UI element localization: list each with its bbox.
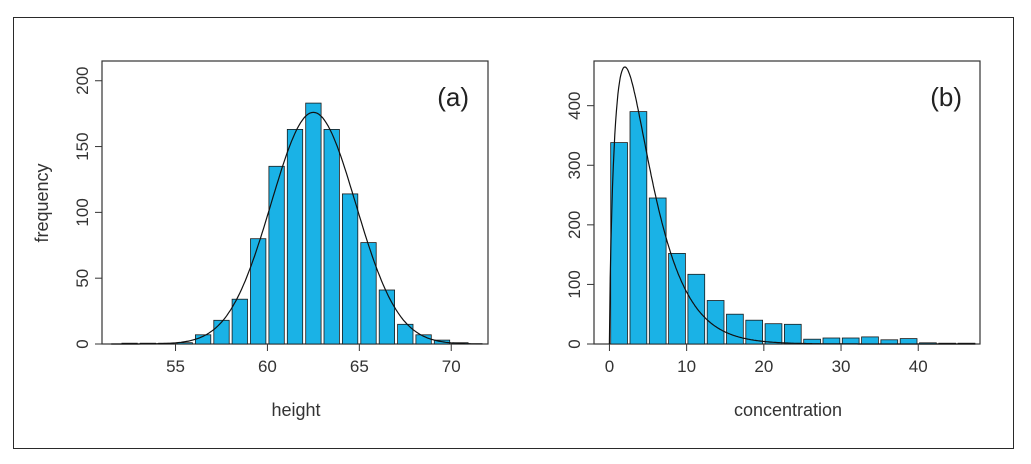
histogram-bar xyxy=(899,338,918,345)
histogram-bar xyxy=(360,242,377,345)
histogram-bar xyxy=(231,298,248,345)
histogram-bar xyxy=(213,319,230,345)
y-tick-label: 200 xyxy=(73,67,92,95)
histogram-bar xyxy=(305,102,322,345)
panel-a-bars xyxy=(121,102,469,345)
y-tick-label: 100 xyxy=(73,198,92,226)
histogram-bar xyxy=(250,238,267,345)
histogram-bar xyxy=(629,111,648,345)
histogram-bar xyxy=(286,128,304,345)
panel-a-y-axis: 0 50 100 150 200 xyxy=(73,67,102,349)
histogram-bar xyxy=(648,197,667,345)
figure-frame xyxy=(13,17,1014,449)
y-tick-label: 150 xyxy=(73,132,92,160)
x-tick-label: 65 xyxy=(350,357,369,376)
x-tick-label: 70 xyxy=(442,357,461,376)
x-tick-label: 10 xyxy=(677,357,696,376)
histogram-bar xyxy=(841,337,860,345)
panel-a-fit-curve xyxy=(111,111,483,345)
histogram-bar xyxy=(880,339,899,345)
x-tick-label: 55 xyxy=(166,357,185,376)
histogram-bar xyxy=(268,165,285,345)
histogram-bar xyxy=(745,319,763,345)
x-tick-label: 60 xyxy=(258,357,277,376)
x-tick-label: 30 xyxy=(832,357,851,376)
y-tick-label: 400 xyxy=(565,92,584,120)
panel-a-y-label: frequency xyxy=(32,163,52,242)
histogram-bar xyxy=(726,313,744,345)
y-tick-label: 200 xyxy=(565,211,584,239)
histogram-bar xyxy=(397,323,414,345)
panel-b-y-axis: 0 100 200 300 400 xyxy=(565,92,594,349)
x-tick-label: 20 xyxy=(754,357,773,376)
panel-a-chart: 55 60 65 70 0 50 100 150 200 (a) height frequen… xyxy=(32,60,489,420)
histogram-bar xyxy=(764,323,783,345)
histogram-bar xyxy=(784,323,802,345)
y-tick-label: 0 xyxy=(565,339,584,348)
histogram-bar xyxy=(176,342,193,345)
panel-a-x-label: height xyxy=(271,400,320,420)
x-tick-label: 0 xyxy=(605,357,614,376)
histogram-bar xyxy=(378,289,396,345)
x-tick-label: 40 xyxy=(909,357,928,376)
histogram-bar xyxy=(687,273,706,345)
panel-b-bars xyxy=(610,111,976,345)
y-tick-label: 50 xyxy=(73,269,92,288)
y-tick-label: 100 xyxy=(565,270,584,298)
histogram-bar xyxy=(706,300,725,345)
panel-b-x-label: concentration xyxy=(734,400,842,420)
panel-b-x-axis: 0 10 20 30 40 xyxy=(605,344,928,376)
histogram-bar xyxy=(668,252,686,345)
y-tick-label: 0 xyxy=(73,339,92,348)
panel-b-chart: 0 10 20 30 40 0 100 200 300 400 (b) concentratio… xyxy=(565,60,981,420)
histogram-bar xyxy=(341,193,359,345)
panel-a-label: (a) xyxy=(437,82,469,112)
panel-a-x-axis: 55 60 65 70 xyxy=(166,344,461,376)
histogram-bar xyxy=(822,337,841,345)
histogram-bar xyxy=(323,128,340,345)
histogram-bar xyxy=(861,336,879,345)
y-tick-label: 300 xyxy=(565,151,584,179)
panel-b-label: (b) xyxy=(930,82,962,112)
panel-b-fit-curve xyxy=(608,66,976,345)
